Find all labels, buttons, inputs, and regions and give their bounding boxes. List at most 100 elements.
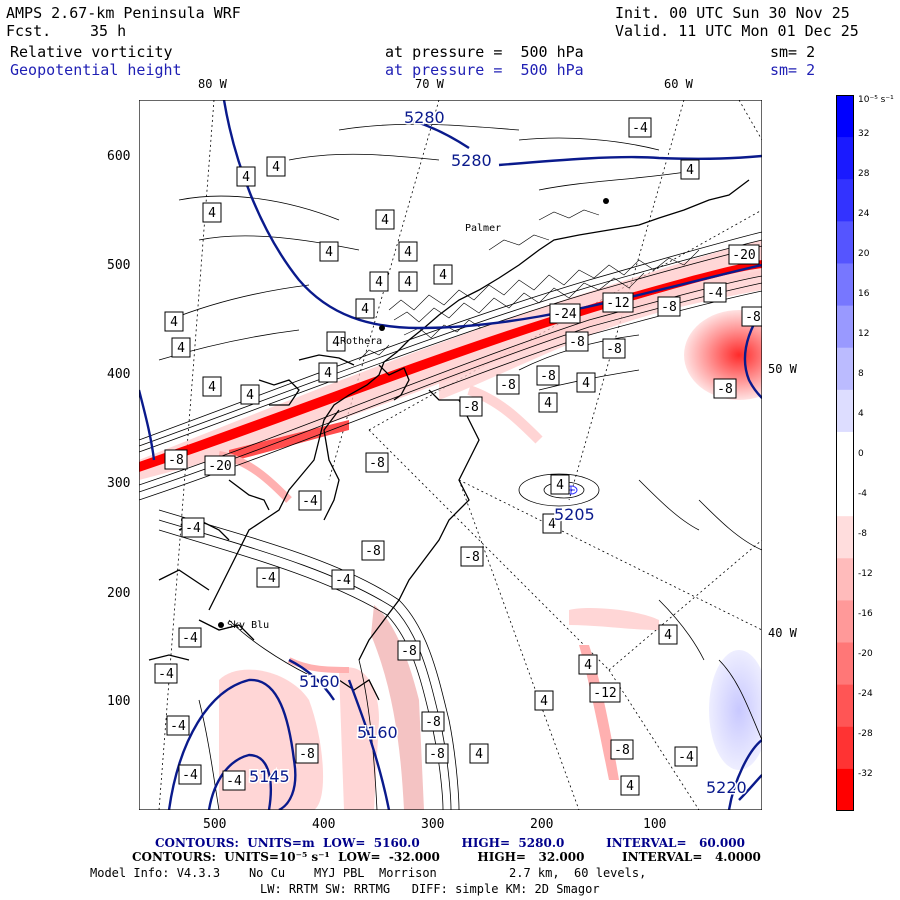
svg-text:4: 4	[170, 315, 178, 330]
vorticity-value-box: 4	[433, 264, 453, 285]
colorbar-tick-label: 24	[858, 209, 870, 219]
colorbar-tick-label: 12	[858, 329, 870, 339]
svg-text:-8: -8	[168, 453, 184, 468]
vorticity-value-box: -4	[181, 517, 205, 538]
svg-text:-8: -8	[425, 715, 441, 730]
vorticity-value-box: -4	[178, 764, 202, 785]
svg-text:4: 4	[475, 747, 483, 762]
height-contour-labels: 5280 5280 5205 5160 5160 5145 5220	[248, 107, 749, 799]
colorbar-segment	[836, 389, 854, 433]
vorticity-value-box: 4	[658, 624, 678, 645]
field2-smoothing: sm= 2	[770, 61, 816, 79]
colorbar-tick-label: -16	[858, 609, 873, 619]
svg-text:-8: -8	[540, 369, 556, 384]
svg-text:-8: -8	[299, 747, 315, 762]
svg-text:4: 4	[404, 245, 412, 260]
colorbar-tick-label: -20	[858, 649, 873, 659]
vorticity-value-box: -20	[728, 244, 760, 265]
y-tick-label: 600	[107, 149, 131, 164]
vorticity-value-box: -4	[703, 282, 727, 303]
vorticity-value-box: 4	[369, 271, 389, 292]
svg-text:4: 4	[544, 396, 552, 411]
x-tick-label: 400	[312, 817, 336, 832]
colorbar-tick-label: -4	[858, 489, 867, 499]
field2-level: at pressure = 500 hPa	[385, 61, 584, 79]
vorticity-value-box: -4	[298, 490, 322, 511]
vorticity-value-box: -8	[536, 365, 560, 386]
svg-text:-4: -4	[226, 774, 242, 789]
colorbar-unit: 10⁻⁵ s⁻¹	[858, 95, 894, 105]
svg-text:-8: -8	[661, 300, 677, 315]
vorticity-value-box: -8	[610, 739, 634, 760]
height-contour-value: 5160	[299, 672, 340, 691]
vorticity-value-box: 4	[620, 775, 640, 796]
svg-text:-8: -8	[464, 550, 480, 565]
valid-time: Valid. 11 UTC Mon 01 Dec 25	[615, 22, 859, 40]
svg-text:-8: -8	[401, 644, 417, 659]
svg-text:-4: -4	[182, 631, 198, 646]
svg-text:4: 4	[242, 170, 250, 185]
height-contour-value: 5280	[404, 108, 445, 127]
field2-name: Geopotential height	[10, 61, 182, 79]
station-name: Sky Blu	[227, 620, 269, 631]
x-tick-label: 200	[530, 817, 554, 832]
vorticity-value-box: 4	[469, 743, 489, 764]
svg-text:-4: -4	[182, 768, 198, 783]
svg-text:-8: -8	[463, 400, 479, 415]
colorbar-tick-label: 20	[858, 249, 870, 259]
vorticity-value-box: 4	[680, 159, 700, 180]
vorticity-contour-info: CONTOURS: UNITS=10⁻⁵ s⁻¹ LOW= -32.000 HI…	[132, 850, 761, 864]
vorticity-box-labels: -4 4 4 4 4 4 4 4 4 4 4 4 4 4 4 4 4 4 -20 -4 -24 -12 -8 -8 -8 -8 -8…	[154, 117, 762, 796]
vorticity-value-box: 4	[171, 337, 191, 358]
svg-text:-4: -4	[335, 573, 351, 588]
svg-text:4: 4	[246, 388, 254, 403]
svg-text:4: 4	[177, 341, 185, 356]
colorbar-segment	[836, 684, 854, 728]
model-info: Model Info: V4.3.3 No Cu MYJ PBL Morriso…	[90, 866, 647, 880]
colorbar-tick-label: -12	[858, 569, 873, 579]
svg-text:4: 4	[404, 275, 412, 290]
vorticity-value-box: 4	[319, 241, 339, 262]
vorticity-value-box: 4	[576, 372, 596, 393]
height-contour-value: 5220	[706, 778, 747, 797]
vorticity-value-box: -8	[741, 306, 762, 327]
colorbar-segment	[836, 474, 854, 517]
forecast-hour: 35 h	[90, 22, 127, 40]
height-contour-value: 5280	[451, 151, 492, 170]
vorticity-value-box: -8	[460, 546, 484, 567]
vorticity-value-box: -4	[674, 746, 698, 767]
svg-text:-8: -8	[569, 335, 585, 350]
vorticity-value-box: 4	[326, 331, 346, 352]
colorbar-segment	[836, 600, 854, 644]
y-tick-label: 400	[107, 367, 131, 382]
vorticity-value-box: -4	[222, 770, 246, 791]
x-tick-label: 100	[643, 817, 667, 832]
svg-text:-8: -8	[745, 310, 761, 325]
colorbar	[836, 95, 854, 811]
svg-text:4: 4	[381, 213, 389, 228]
colorbar-segment	[836, 431, 854, 475]
y-tick-label: 200	[107, 586, 131, 601]
svg-text:-12: -12	[606, 296, 629, 311]
svg-text:-4: -4	[707, 286, 723, 301]
lon-label-40w: 40 W	[768, 626, 797, 640]
svg-text:-24: -24	[553, 307, 577, 322]
vorticity-value-box: -8	[602, 338, 626, 359]
vorticity-value-box: 4	[240, 384, 260, 405]
svg-text:-20: -20	[732, 248, 755, 263]
colorbar-segment	[836, 305, 854, 349]
colorbar-tick-label: -32	[858, 769, 873, 779]
vorticity-value-box: -8	[164, 449, 188, 470]
height-contour-info: CONTOURS: UNITS=m LOW= 5160.0 HIGH= 5280…	[155, 836, 745, 850]
vorticity-value-box: 4	[375, 209, 395, 230]
vorticity-value-box: 4	[398, 271, 418, 292]
colorbar-segment	[836, 768, 854, 811]
svg-text:-8: -8	[369, 456, 385, 471]
svg-text:4: 4	[540, 694, 548, 709]
vorticity-value-box: -8	[421, 711, 445, 732]
x-tick-label: 300	[421, 817, 445, 832]
colorbar-tick-label: 0	[858, 449, 864, 459]
colorbar-segment	[836, 516, 854, 559]
vorticity-value-box: -20	[204, 455, 236, 476]
svg-text:-4: -4	[260, 571, 276, 586]
